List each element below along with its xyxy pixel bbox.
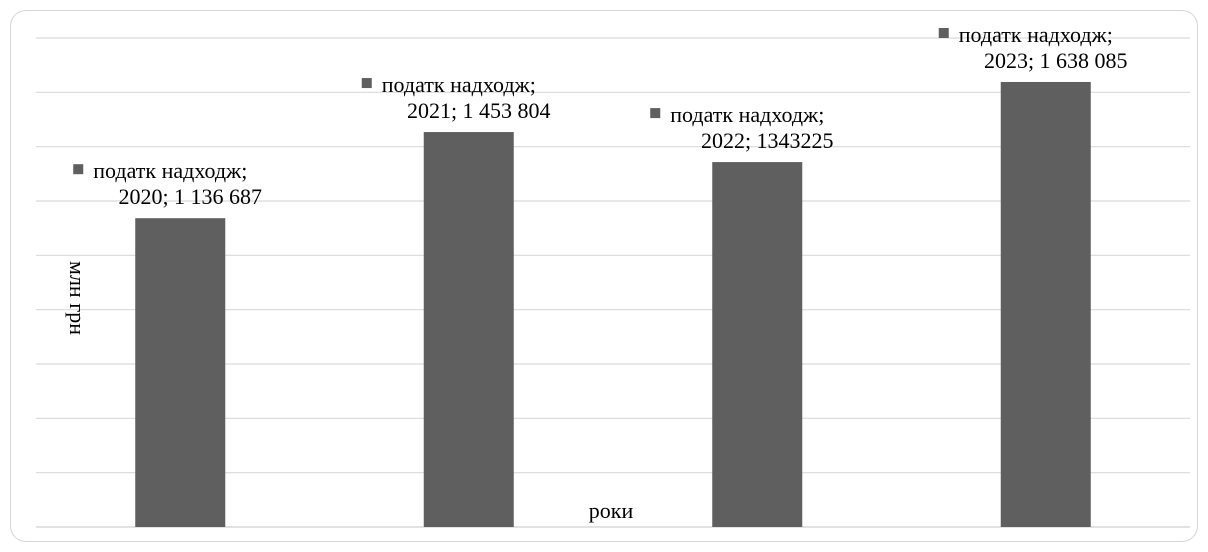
data-label-2023: податк надходж;2023; 1 638 085 xyxy=(938,22,1128,73)
data-label-series: податк надходж; xyxy=(959,22,1113,47)
bar-2022 xyxy=(712,162,803,527)
gridlines xyxy=(36,37,1190,528)
data-label-value: 2021; 1 453 804 xyxy=(407,98,551,123)
data-label-value: 2023; 1 638 085 xyxy=(984,48,1128,73)
data-label-series: податк надходж; xyxy=(93,158,247,183)
data-label-2022: податк надходж;2022; 1343225 xyxy=(650,102,834,153)
x-axis-title: роки xyxy=(589,498,634,523)
data-label-value: 2020; 1 136 687 xyxy=(118,184,262,209)
data-label-series: податк надходж; xyxy=(670,102,824,127)
legend-key-square xyxy=(73,164,84,175)
legend-key-square xyxy=(650,108,661,119)
bar-2021 xyxy=(423,132,514,527)
bar-2020 xyxy=(135,218,226,528)
legend-key-square xyxy=(361,78,372,89)
bar-2023 xyxy=(1000,81,1091,527)
bars xyxy=(135,81,1091,528)
legend-key-square xyxy=(938,27,949,38)
data-label-2020: податк надходж;2020; 1 136 687 xyxy=(73,158,262,209)
data-label-series: податк надходж; xyxy=(382,72,536,97)
data-label-2021: податк надходж;2021; 1 453 804 xyxy=(361,72,551,123)
data-label-value: 2022; 1343225 xyxy=(701,128,834,153)
y-axis-title: млн грн xyxy=(65,261,90,335)
